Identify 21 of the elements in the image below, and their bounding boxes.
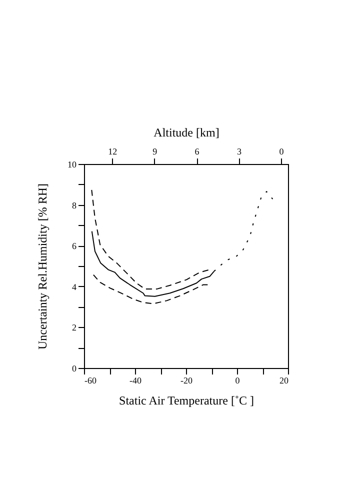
x2-tick-label: 9 (152, 146, 158, 156)
x-tick-label: -60 (84, 376, 97, 386)
x2-tick-label: 0 (279, 146, 284, 156)
line-series (92, 274, 210, 304)
y-axis-title: Uncertainty Rel.Humidity [% RH] (36, 184, 50, 350)
y-tick-label: 2 (72, 322, 76, 333)
y-tick-label: 4 (72, 282, 77, 292)
x2-tick-label: 12 (108, 146, 118, 156)
x-tick-label: -20 (180, 376, 193, 386)
x2-axis-title: Altitude [km] (154, 126, 220, 140)
x2-tick-label: 6 (194, 146, 200, 156)
line-series (91, 189, 210, 290)
x-tick-label: -40 (130, 376, 142, 386)
x2-tick-label: 3 (237, 146, 242, 156)
y-tick-label: 6 (72, 241, 77, 252)
y-tick-label: 8 (72, 200, 77, 210)
x-tick-label: 20 (280, 376, 289, 386)
y-tick-label: 10 (68, 160, 77, 170)
x-tick-label: 0 (235, 376, 240, 386)
x-axis-title: Static Air Temperature [˚C ] (119, 394, 254, 408)
y-tick-label: 0 (72, 364, 77, 374)
